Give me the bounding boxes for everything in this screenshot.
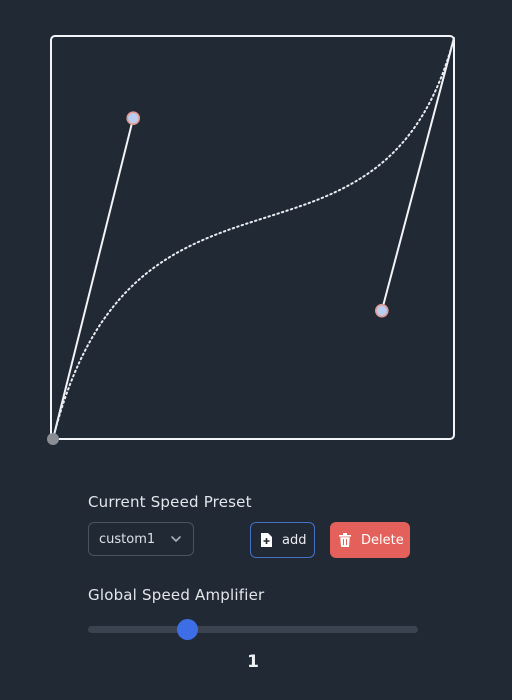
curve-start-point[interactable] bbox=[47, 433, 59, 445]
add-preset-label: add bbox=[282, 532, 307, 548]
control-point-1[interactable] bbox=[126, 111, 140, 125]
bezier-curve-editor[interactable] bbox=[0, 0, 512, 460]
delete-preset-label: Delete bbox=[361, 532, 404, 548]
control-handle-2-line bbox=[380, 37, 455, 311]
file-plus-icon bbox=[261, 533, 272, 547]
control-handle-1-line bbox=[52, 117, 135, 440]
chevron-down-icon bbox=[171, 536, 181, 542]
add-preset-button[interactable]: add bbox=[250, 522, 315, 558]
speed-amplifier-slider-thumb[interactable] bbox=[176, 619, 198, 640]
speed-amplifier-value: 1 bbox=[247, 652, 259, 672]
preset-select[interactable]: custom1 bbox=[88, 522, 194, 556]
preset-select-value: custom1 bbox=[99, 531, 156, 547]
delete-preset-button[interactable]: Delete bbox=[330, 522, 410, 558]
global-speed-amplifier-label: Global Speed Amplifier bbox=[88, 586, 265, 604]
easing-curve bbox=[52, 37, 455, 440]
control-point-2[interactable] bbox=[375, 303, 389, 318]
current-speed-preset-label: Current Speed Preset bbox=[88, 493, 252, 511]
speed-amplifier-slider-track[interactable] bbox=[88, 626, 418, 633]
trash-icon bbox=[339, 533, 351, 547]
curve-frame bbox=[50, 35, 455, 440]
